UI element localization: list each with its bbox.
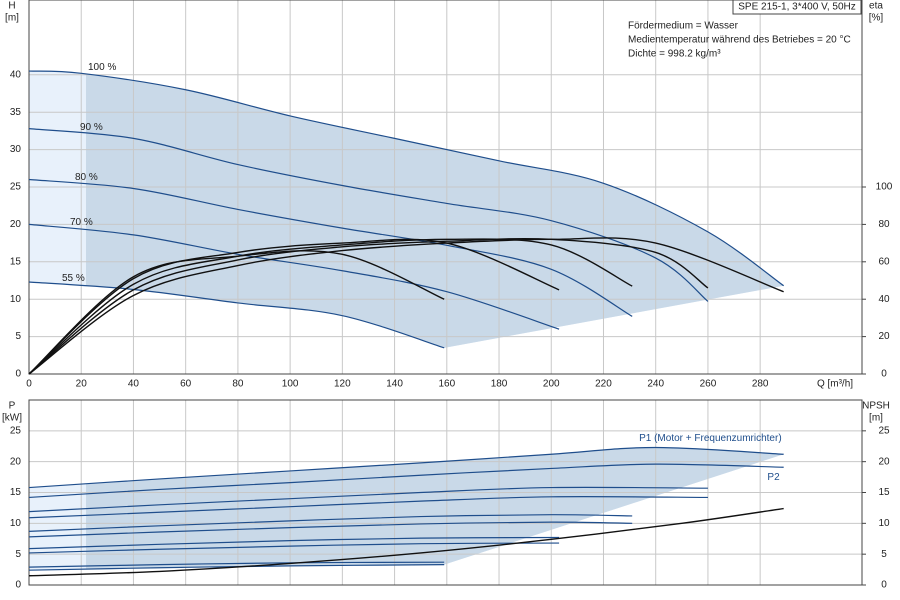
curve-label: 100 % — [88, 62, 116, 73]
x-tick-label: 140 — [386, 379, 403, 390]
x-tick-label: 120 — [334, 379, 351, 390]
info-title: SPE 215-1, 3*400 V, 50Hz — [738, 2, 856, 13]
y2-tick-label: 5 — [881, 549, 887, 560]
info-line: Medientemperatur während des Betriebes =… — [628, 35, 851, 46]
x-tick-label: 100 — [282, 379, 299, 390]
y2-tick-label: 100 — [876, 182, 893, 193]
efficiency-curve — [28, 238, 633, 375]
y2-tick-label: 20 — [878, 456, 890, 467]
efficiency-curve — [28, 250, 445, 375]
info-box — [732, 0, 862, 15]
curve — [28, 178, 633, 317]
y-tick-label: 30 — [10, 144, 22, 155]
y2-tick-label: 0 — [881, 580, 887, 591]
x-tick-label: 220 — [595, 379, 612, 390]
y-tick-label: 25 — [10, 182, 22, 193]
y-tick-label: 20 — [10, 219, 22, 230]
curve — [28, 70, 785, 287]
y-axis-label: [m] — [5, 13, 19, 24]
curve — [28, 542, 560, 554]
curve — [28, 496, 708, 519]
info-line: Dichte = 998.2 kg/m³ — [628, 49, 721, 60]
y-axis-label: H — [8, 1, 15, 12]
y-tick-label: 0 — [15, 369, 21, 380]
x-tick-label: 260 — [700, 379, 717, 390]
operating-area — [86, 73, 784, 348]
x-tick-label: 80 — [232, 379, 244, 390]
plot-frame — [28, 399, 863, 586]
curve-label: P2 — [767, 472, 780, 483]
y2-tick-label: 25 — [878, 425, 890, 436]
operating-area — [86, 447, 784, 570]
curve — [28, 521, 633, 538]
x-tick-label: 280 — [752, 379, 769, 390]
y-tick-label: 15 — [10, 256, 22, 267]
y-tick-label: 25 — [10, 425, 22, 436]
y2-tick-label: 80 — [878, 219, 890, 230]
y2-axis-label: [%] — [869, 13, 884, 24]
curve — [28, 223, 560, 330]
y2-axis-label: eta — [869, 1, 883, 12]
y2-tick-label: 40 — [878, 294, 890, 305]
x-tick-label: 40 — [128, 379, 140, 390]
efficiency-curve — [28, 507, 784, 577]
y-tick-label: 15 — [10, 487, 22, 498]
y2-axis-label: [m] — [869, 413, 883, 424]
y-tick-label: 5 — [15, 549, 21, 560]
efficiency-curve — [28, 237, 709, 375]
curve-label: 90 % — [80, 122, 103, 133]
curve — [28, 561, 445, 568]
y-axis-label: P — [9, 401, 16, 412]
curve — [28, 514, 633, 532]
y2-tick-label: 0 — [881, 369, 887, 380]
x-tick-label: 160 — [438, 379, 455, 390]
efficiency-curve — [28, 238, 560, 375]
y-tick-label: 5 — [15, 331, 21, 342]
curve-label: 55 % — [62, 273, 85, 284]
y-tick-label: 40 — [10, 69, 22, 80]
info-line: Fördermedium = Wasser — [628, 21, 739, 32]
y-tick-label: 0 — [15, 580, 21, 591]
curve-label: P1 (Motor + Frequenzumrichter) — [639, 433, 782, 444]
x-tick-label: 240 — [647, 379, 664, 390]
curve — [28, 564, 445, 571]
x-axis-label: Q [m³/h] — [817, 379, 853, 390]
x-tick-label: 180 — [491, 379, 508, 390]
y-tick-label: 10 — [10, 518, 22, 529]
x-tick-label: 0 — [26, 379, 32, 390]
curve — [28, 281, 445, 349]
curve — [28, 486, 708, 513]
plot-frame — [28, 0, 863, 375]
y2-tick-label: 15 — [878, 487, 890, 498]
curve-label: 70 % — [70, 217, 93, 228]
curve — [28, 446, 784, 489]
y2-tick-label: 20 — [878, 331, 890, 342]
y-tick-label: 20 — [10, 456, 22, 467]
y2-tick-label: 60 — [878, 256, 890, 267]
y2-tick-label: 10 — [878, 518, 890, 529]
x-tick-label: 20 — [76, 379, 88, 390]
y-tick-label: 35 — [10, 107, 22, 118]
x-tick-label: 200 — [543, 379, 560, 390]
curve — [28, 463, 784, 499]
y2-axis-label: NPSH — [862, 401, 890, 412]
efficiency-curve — [28, 237, 784, 375]
x-tick-label: 60 — [180, 379, 192, 390]
y-axis-label: [kW] — [2, 413, 22, 424]
y-tick-label: 10 — [10, 294, 22, 305]
curve-label: 80 % — [75, 172, 98, 183]
curve — [28, 536, 560, 550]
